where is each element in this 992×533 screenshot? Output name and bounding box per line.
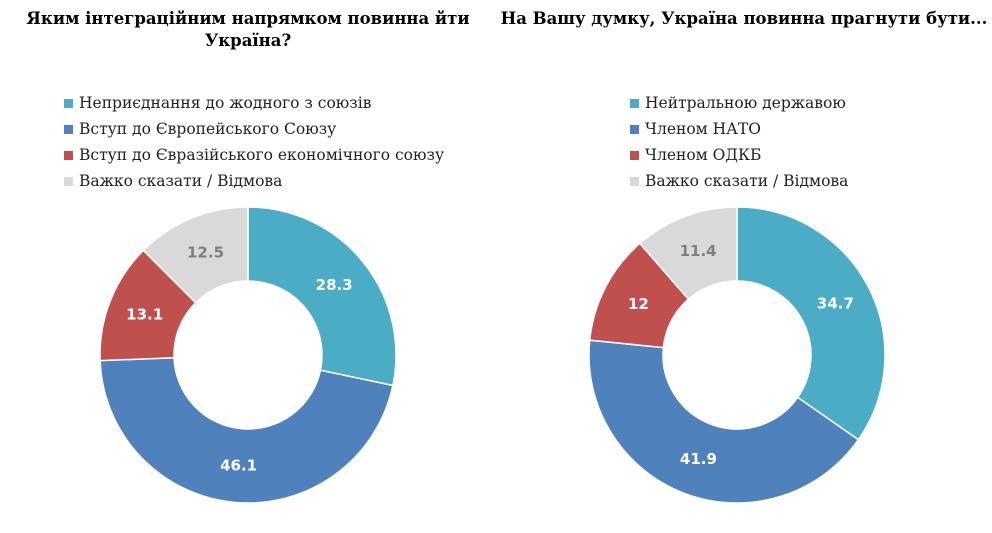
legend-swatch xyxy=(630,124,639,134)
donut-slice xyxy=(99,357,394,504)
legend-swatch xyxy=(630,98,639,108)
legend-swatch xyxy=(630,176,639,186)
legend-swatch xyxy=(64,150,73,160)
legend-label: Членом ОДКБ xyxy=(645,146,762,164)
donut-chart: 28.3 46.1 13.1 12.5 xyxy=(99,206,397,504)
legend-item: Вступ до Євразійського економічного союз… xyxy=(64,142,444,168)
legend-swatch xyxy=(64,98,73,108)
legend-item: Членом ОДКБ xyxy=(630,142,848,168)
chart-right: На Вашу думку, Україна повинна прагнути … xyxy=(496,0,992,533)
legend-item: Членом НАТО xyxy=(630,116,848,142)
legend-swatch xyxy=(64,124,73,134)
donut-chart: 34.7 41.9 12 11.4 xyxy=(588,206,886,504)
donut-slice xyxy=(588,339,860,504)
legend-item: Нейтральною державою xyxy=(630,90,848,116)
legend-item: Вступ до Європейського Союзу xyxy=(64,116,444,142)
legend-label: Вступ до Євразійського економічного союз… xyxy=(79,146,445,164)
legend-item: Неприєднання до жодного з союзів xyxy=(64,90,444,116)
slice-value-label: 11.4 xyxy=(680,242,717,260)
chart-title: Яким інтеграційним напрямком повинна йти… xyxy=(26,9,470,50)
donut-slice xyxy=(142,206,249,304)
legend-swatch xyxy=(630,150,639,160)
legend-label: Важко сказати / Відмова xyxy=(645,172,849,190)
legend-label: Неприєднання до жодного з союзів xyxy=(79,94,372,112)
legend-swatch xyxy=(64,176,73,186)
donut-slice xyxy=(736,206,886,441)
slice-value-label: 28.3 xyxy=(316,276,353,294)
legend-label: Вступ до Європейського Союзу xyxy=(79,120,337,138)
chart-title: На Вашу думку, Україна повинна прагнути … xyxy=(500,9,988,28)
slice-value-label: 41.9 xyxy=(680,450,717,468)
donut-slice xyxy=(638,206,738,301)
slice-value-label: 13.1 xyxy=(126,305,163,323)
legend: Неприєднання до жодного з союзів Вступ д… xyxy=(64,90,444,194)
slice-value-label: 12.5 xyxy=(187,243,224,261)
legend: Нейтральною державою Членом НАТО Членом … xyxy=(630,90,848,194)
slice-value-label: 34.7 xyxy=(817,295,854,313)
legend-label: Важко сказати / Відмова xyxy=(79,172,283,190)
donut-slice xyxy=(247,206,397,387)
legend-label: Нейтральною державою xyxy=(645,94,846,112)
slice-value-label: 46.1 xyxy=(220,457,257,475)
chart-left: Яким інтеграційним напрямком повинна йти… xyxy=(26,9,470,504)
slice-value-label: 12 xyxy=(628,295,649,313)
legend-item: Важко сказати / Відмова xyxy=(630,168,848,194)
legend-label: Членом НАТО xyxy=(645,120,761,138)
legend-item: Важко сказати / Відмова xyxy=(64,168,444,194)
